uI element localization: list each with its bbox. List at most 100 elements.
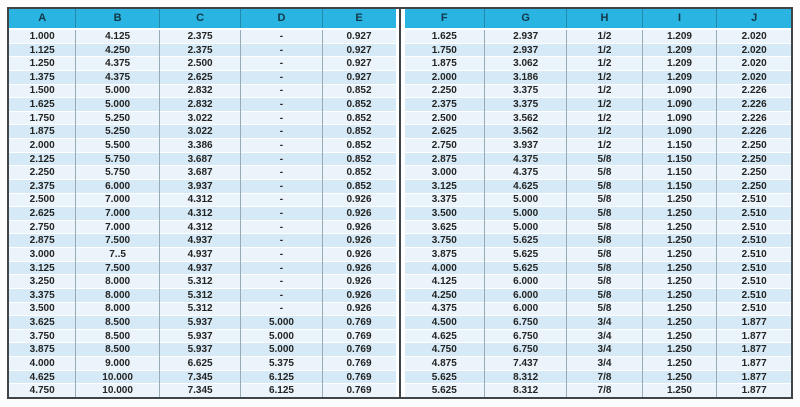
- cell-c: 4.312: [158, 192, 241, 207]
- cell-g: 4.375: [483, 165, 567, 180]
- cell-i: 1.209: [641, 56, 717, 71]
- cell-j: 1.877: [716, 342, 791, 357]
- cell-f: 3.000: [404, 165, 485, 180]
- cell-e: 0.769: [321, 328, 396, 343]
- table-row: 4.875 7.437 3/4 1.250 1.877: [404, 356, 791, 371]
- cell-j: 2.020: [716, 28, 791, 44]
- cell-i: 1.250: [641, 233, 717, 248]
- cell-i: 1.250: [641, 342, 717, 357]
- cell-i: 1.250: [641, 383, 717, 397]
- cell-a: 2.375: [9, 178, 76, 194]
- column-header-f: F: [404, 9, 485, 30]
- cell-g: 3.186: [483, 69, 567, 85]
- cell-c: 4.312: [158, 206, 241, 221]
- cell-g: 6.000: [483, 301, 567, 316]
- cell-h: 1/2: [566, 83, 643, 98]
- cell-j: 2.510: [716, 260, 791, 275]
- cell-i: 1.250: [641, 301, 717, 316]
- cell-c: 3.022: [158, 124, 241, 139]
- table-row: 3.250 8.000 5.312-0.926: [9, 274, 396, 289]
- cell-f: 1.875: [404, 56, 485, 71]
- table-row: 3.625 5.000 5/8 1.250 2.510: [404, 219, 791, 234]
- cell-f: 3.875: [404, 247, 485, 262]
- cell-c: 2.832: [158, 83, 241, 98]
- cell-j: 2.250: [716, 165, 791, 180]
- cell-e: 0.852: [321, 178, 396, 194]
- table-row: 2.750 3.937 1/2 1.150 2.250: [404, 138, 791, 153]
- table-row: 2.625 7.000 4.312-0.926: [9, 206, 396, 221]
- table-row: 2.875 7.500 4.937-0.926: [9, 233, 396, 248]
- cell-c: 3.386: [158, 138, 241, 153]
- table-row: 4.500 6.750 3/4 1.250 1.877: [404, 315, 791, 330]
- cell-b: 5.750: [75, 165, 160, 180]
- cell-a: 1.250: [9, 56, 76, 71]
- cell-j: 2.020: [716, 42, 791, 57]
- cell-a: 2.500: [9, 192, 76, 207]
- table-row: 4.750 6.750 3/4 1.250 1.877: [404, 342, 791, 357]
- cell-a: 1.875: [9, 124, 76, 139]
- cell-a: 1.375: [9, 69, 76, 85]
- cell-j: 2.226: [716, 83, 791, 98]
- cell-i: 1.090: [641, 124, 717, 139]
- cell-f: 4.875: [404, 356, 485, 371]
- table-row: 3.875 5.625 5/8 1.250 2.510: [404, 247, 791, 262]
- cell-a: 2.625: [9, 206, 76, 221]
- cell-i: 1.090: [641, 83, 717, 98]
- cell-f: 2.875: [404, 151, 485, 166]
- cell-g: 5.625: [483, 260, 567, 275]
- cell-j: 2.226: [716, 97, 791, 112]
- cell-f: 1.625: [404, 28, 485, 44]
- cell-c: 2.625: [158, 69, 241, 85]
- cell-b: 5.500: [75, 138, 160, 153]
- table-row: 2.500 7.000 4.312-0.926: [9, 192, 396, 207]
- cell-b: 7.000: [75, 192, 160, 207]
- cell-f: 4.750: [404, 342, 485, 357]
- cell-e: 0.769: [321, 342, 396, 357]
- cell-a: 3.250: [9, 274, 76, 289]
- cell-i: 1.250: [641, 274, 717, 289]
- cell-f: 2.625: [404, 124, 485, 139]
- cell-d: -: [240, 247, 323, 262]
- table-row: 4.250 6.000 5/8 1.250 2.510: [404, 287, 791, 303]
- cell-f: 2.000: [404, 69, 485, 85]
- cell-f: 3.750: [404, 233, 485, 248]
- cell-f: 2.375: [404, 97, 485, 112]
- cell-f: 3.625: [404, 219, 485, 234]
- cell-b: 6.000: [75, 178, 160, 194]
- cell-h: 5/8: [566, 151, 643, 166]
- cell-d: 6.125: [240, 383, 323, 397]
- cell-f: 4.625: [404, 328, 485, 343]
- cell-d: -: [240, 97, 323, 112]
- cell-e: 0.926: [321, 301, 396, 316]
- cell-e: 0.852: [321, 138, 396, 153]
- cell-h: 1/2: [566, 69, 643, 85]
- table-row: 3.125 7.500 4.937-0.926: [9, 260, 396, 275]
- cell-e: 0.769: [321, 369, 396, 384]
- table-row: 5.625 8.312 7/8 1.250 1.877: [404, 383, 791, 397]
- cell-a: 3.375: [9, 287, 76, 303]
- cell-e: 0.926: [321, 192, 396, 207]
- cell-g: 5.625: [483, 233, 567, 248]
- cell-d: 5.000: [240, 342, 323, 357]
- cell-c: 6.625: [158, 356, 241, 371]
- cell-j: 2.226: [716, 110, 791, 125]
- cell-f: 3.500: [404, 206, 485, 221]
- cell-b: 5.000: [75, 97, 160, 112]
- cell-g: 3.062: [483, 56, 567, 71]
- cell-g: 2.937: [483, 28, 567, 44]
- cell-c: 4.937: [158, 233, 241, 248]
- cell-a: 1.000: [9, 28, 76, 44]
- cell-e: 0.852: [321, 110, 396, 125]
- table-row: 3.000 4.375 5/8 1.150 2.250: [404, 165, 791, 180]
- cell-b: 4.375: [75, 56, 160, 71]
- column-header-i: I: [641, 9, 717, 30]
- cell-h: 5/8: [566, 274, 643, 289]
- column-header-h: H: [566, 9, 643, 30]
- table-divider-gutter: [395, 9, 405, 397]
- cell-j: 2.250: [716, 151, 791, 166]
- cell-i: 1.150: [641, 165, 717, 180]
- cell-h: 5/8: [566, 206, 643, 221]
